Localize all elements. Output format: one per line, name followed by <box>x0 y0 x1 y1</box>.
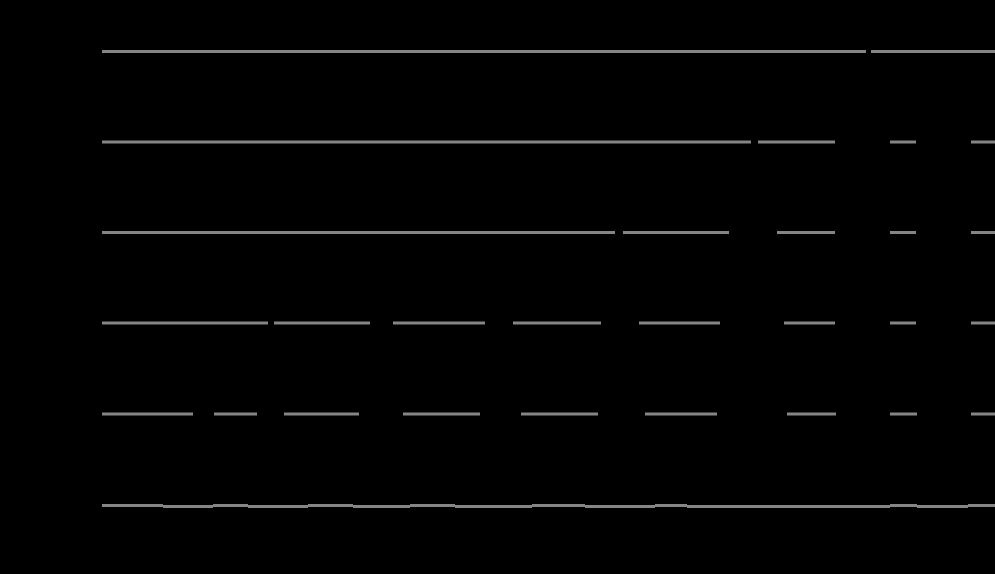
chart-canvas <box>102 50 995 508</box>
chart <box>0 0 995 574</box>
